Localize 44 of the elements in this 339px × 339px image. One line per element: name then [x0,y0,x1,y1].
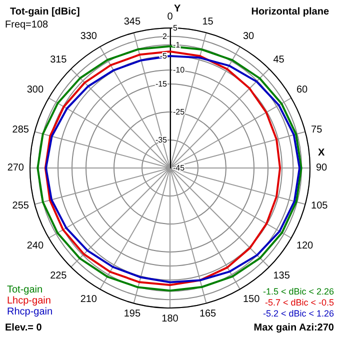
chart-subtitle: Horizontal plane [251,6,330,18]
spoke-label: 330 [80,31,98,42]
spoke-label: 180 [162,314,179,324]
spoke-label: 30 [243,31,255,42]
spoke-label: 150 [243,294,260,305]
text: Max gain Azi:270 [254,322,334,334]
spoke-label: 225 [50,270,68,282]
y-tick-label: 2 [162,32,168,41]
spoke-label: 45 [273,54,285,66]
y-tick-label: -45 [173,164,186,172]
text: Tot-gain [7,284,43,296]
spoke-label: 255 [12,200,30,212]
y-tick-label: -35 [155,136,168,144]
text: Lhcp-gain [7,296,51,306]
spoke-label: 300 [26,84,44,96]
spoke-label: 240 [26,240,44,252]
spoke-label: 60 [296,84,308,96]
spoke-label: 285 [12,124,30,136]
chart-title: Tot-gain [dBic] [10,6,80,18]
spoke-label: 0 [167,12,174,22]
spoke-label: 195 [124,308,141,320]
spoke-label: 120 [296,240,314,252]
spoke-label: 315 [50,54,68,66]
y-tick-label: -10 [173,66,186,74]
text: -1.5 < dBic < 2.26 [262,286,334,296]
text: Elev.= 0 [5,322,42,334]
y-tick-label: -25 [173,108,186,116]
spoke-label: 210 [80,294,98,305]
spoke-label: 90 [316,162,328,174]
y-tick-label: -1 [173,40,181,50]
spoke-label: 345 [124,16,141,28]
text: Rhcp-gain [7,306,53,318]
text: Y [174,4,181,14]
y-tick-label: -15 [155,80,168,88]
spoke-label: 135 [273,270,290,282]
spoke-label: 270 [7,162,24,174]
text: X [318,148,325,158]
text: -5.2 < dBic < 1.26 [262,308,334,318]
text: Freq=108 [5,20,49,30]
spoke-label: 105 [311,200,328,212]
spoke-label: 165 [199,308,217,320]
text: -5.7 < dBic < -0.5 [264,298,334,308]
spoke-label: 15 [202,16,214,28]
spoke-label: 75 [311,124,323,136]
